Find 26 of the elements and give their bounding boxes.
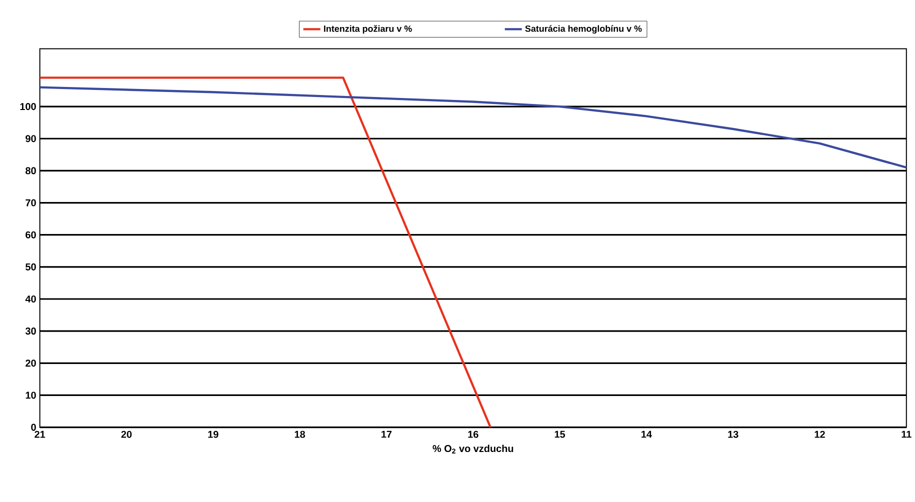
y-tick-label: 30 xyxy=(25,328,36,335)
x-tick-label: 18 xyxy=(294,430,306,438)
y-tick-label: 70 xyxy=(26,199,36,206)
x-tick-label: 15 xyxy=(554,430,566,438)
x-tick-label: 17 xyxy=(382,430,392,438)
x-tick-label: 21 xyxy=(34,430,46,438)
y-tick-label: 10 xyxy=(26,392,36,399)
x-tick-label: 16 xyxy=(468,430,478,438)
line-series xyxy=(40,86,906,169)
y-tick-label: 100 xyxy=(20,103,36,110)
x-tick-label: 11 xyxy=(902,430,912,438)
y-tick-label: 80 xyxy=(26,167,36,174)
x-tick-label: 13 xyxy=(728,430,738,438)
x-tick-label: 20 xyxy=(121,430,132,438)
legend-label: Intenzita požiaru v % xyxy=(324,25,412,34)
y-tick-label: 60 xyxy=(26,231,36,238)
x-axis-title: % O$_{2}$ vo vzduchu xyxy=(432,444,514,454)
y-tick-label: 90 xyxy=(26,135,36,142)
legend-label: Saturácia hemoglobínu v % xyxy=(525,25,642,34)
y-tick-label: 50 xyxy=(26,263,36,270)
x-tick-label: 14 xyxy=(642,430,652,438)
y-tick-label: 20 xyxy=(26,360,36,367)
y-tick-label: 40 xyxy=(25,295,36,303)
x-tick-label: 19 xyxy=(208,430,218,438)
x-tick-label: 12 xyxy=(814,430,825,438)
y-tick-label: 0 xyxy=(31,424,36,431)
